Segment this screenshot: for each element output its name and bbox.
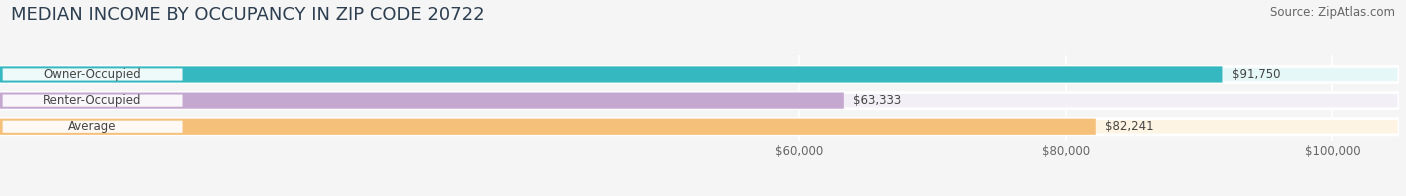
Text: Average: Average bbox=[69, 120, 117, 133]
Text: Renter-Occupied: Renter-Occupied bbox=[44, 94, 142, 107]
FancyBboxPatch shape bbox=[0, 119, 1399, 135]
FancyBboxPatch shape bbox=[0, 66, 1222, 83]
FancyBboxPatch shape bbox=[3, 94, 183, 107]
Text: MEDIAN INCOME BY OCCUPANCY IN ZIP CODE 20722: MEDIAN INCOME BY OCCUPANCY IN ZIP CODE 2… bbox=[11, 6, 485, 24]
Text: Source: ZipAtlas.com: Source: ZipAtlas.com bbox=[1270, 6, 1395, 19]
Text: Owner-Occupied: Owner-Occupied bbox=[44, 68, 142, 81]
FancyBboxPatch shape bbox=[0, 93, 1399, 109]
FancyBboxPatch shape bbox=[3, 68, 183, 81]
Text: $91,750: $91,750 bbox=[1232, 68, 1281, 81]
FancyBboxPatch shape bbox=[0, 66, 1399, 83]
Text: $82,241: $82,241 bbox=[1105, 120, 1154, 133]
FancyBboxPatch shape bbox=[0, 93, 844, 109]
Text: $63,333: $63,333 bbox=[853, 94, 901, 107]
FancyBboxPatch shape bbox=[0, 119, 1095, 135]
FancyBboxPatch shape bbox=[3, 121, 183, 133]
